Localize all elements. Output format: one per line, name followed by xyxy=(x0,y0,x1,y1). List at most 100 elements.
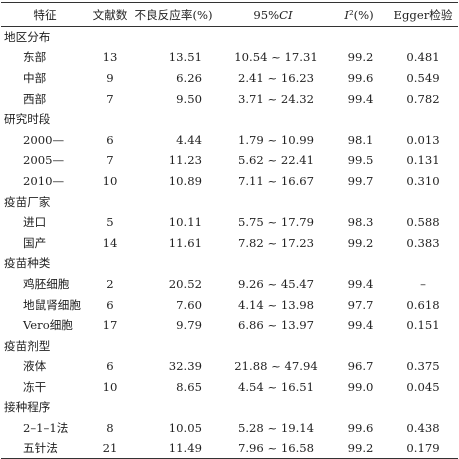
header-i2-suffix: ²(%) xyxy=(348,7,374,22)
row-i2: 99.4 xyxy=(347,91,374,106)
empty-cell xyxy=(131,397,216,418)
table-row: 冻干 10 8.65 4.54 ~ 16.51 99.0 0.045 xyxy=(1,377,458,398)
row-count: 6 xyxy=(106,132,114,147)
row-count: 10 xyxy=(102,379,118,394)
row-i2: 99.6 xyxy=(347,421,374,436)
group-title: 疫苗剂型 xyxy=(4,338,51,353)
empty-cell xyxy=(131,27,216,48)
row-i2: 99.6 xyxy=(347,70,374,85)
row-rate: 10.89 xyxy=(168,173,202,188)
row-egger: 0.618 xyxy=(406,297,440,312)
group-title: 疫苗厂家 xyxy=(4,194,51,209)
row-egger: 0.375 xyxy=(406,359,440,374)
empty-cell xyxy=(131,335,216,356)
row-i2: 99.5 xyxy=(347,153,374,168)
row-count: 8 xyxy=(106,421,114,436)
empty-cell xyxy=(216,397,330,418)
row-label: 2010— xyxy=(23,173,65,188)
row-egger: 0.438 xyxy=(406,421,440,436)
row-rate: 11.23 xyxy=(168,153,202,168)
row-label: 液体 xyxy=(23,359,47,374)
empty-cell xyxy=(388,253,458,274)
row-rate: 11.49 xyxy=(131,438,216,459)
row-rate: 20.52 xyxy=(168,276,202,291)
row-rate: 7.60 xyxy=(176,297,202,312)
header-rate: 不良反应率(%) xyxy=(131,2,216,27)
row-i2: 99.2 xyxy=(347,235,374,250)
table-row: 2005— 7 11.23 5.62 ~ 22.41 99.5 0.131 xyxy=(1,150,458,171)
row-ci: 7.82 ~ 17.23 xyxy=(237,235,315,250)
row-i2: 99.4 xyxy=(347,276,374,291)
row-ci: 7.96 ~ 16.58 xyxy=(216,438,330,459)
empty-cell xyxy=(89,109,131,130)
row-rate: 4.44 xyxy=(176,132,202,147)
row-ci: 5.75 ~ 17.79 xyxy=(237,215,315,230)
row-label: 冻干 xyxy=(23,379,47,394)
empty-cell xyxy=(388,109,458,130)
table-body: 地区分布 东部 13 13.51 10.54 ~ 17.31 99.2 0.481 中部 9 6.… xyxy=(1,27,458,459)
group-header-row: 地区分布 xyxy=(1,27,458,48)
row-label: Vero细胞 xyxy=(23,318,73,333)
empty-cell xyxy=(330,253,388,274)
row-i2: 96.7 xyxy=(347,359,374,374)
row-ci: 9.26 ~ 45.47 xyxy=(237,276,315,291)
table-row: 国产 14 11.61 7.82 ~ 17.23 99.2 0.383 xyxy=(1,232,458,253)
row-rate: 11.61 xyxy=(168,235,202,250)
row-count: 6 xyxy=(106,359,114,374)
row-rate: 10.11 xyxy=(168,215,202,230)
row-label: 五针法 xyxy=(1,438,89,459)
row-ci: 10.54 ~ 17.31 xyxy=(234,50,318,65)
table-row: 2–1–1法 8 10.05 5.28 ~ 19.14 99.6 0.438 xyxy=(1,418,458,439)
empty-cell xyxy=(330,335,388,356)
row-count: 7 xyxy=(106,153,114,168)
empty-cell xyxy=(216,191,330,212)
table-row: 鸡胚细胞 2 20.52 9.26 ~ 45.47 99.4 – xyxy=(1,274,458,295)
row-egger: 0.782 xyxy=(406,91,440,106)
header-ci-prefix: 95% xyxy=(253,7,280,22)
group-header-row: 接种程序 xyxy=(1,397,458,418)
row-egger: – xyxy=(420,276,426,291)
row-ci: 4.54 ~ 16.51 xyxy=(237,379,315,394)
row-rate: 8.65 xyxy=(176,379,202,394)
row-rate: 9.79 xyxy=(176,318,202,333)
header-count: 文献数 xyxy=(89,2,131,27)
row-i2: 99.2 xyxy=(330,438,388,459)
table-row: 2000— 6 4.44 1.79 ~ 10.99 98.1 0.013 xyxy=(1,129,458,150)
empty-cell xyxy=(89,27,131,48)
row-label: 进口 xyxy=(23,215,47,230)
row-ci: 6.86 ~ 13.97 xyxy=(237,318,315,333)
table-row: Vero细胞 17 9.79 6.86 ~ 13.97 99.4 0.151 xyxy=(1,315,458,336)
header-i2-italic: I xyxy=(344,7,349,22)
empty-cell xyxy=(131,109,216,130)
row-label: 2000— xyxy=(23,132,65,147)
empty-cell xyxy=(131,191,216,212)
row-egger: 0.045 xyxy=(406,379,440,394)
table-row: 中部 9 6.26 2.41 ~ 16.23 99.6 0.549 xyxy=(1,68,458,89)
row-count: 5 xyxy=(106,215,114,230)
row-ci: 3.71 ~ 24.32 xyxy=(237,91,315,106)
table-row: 液体 6 32.39 21.88 ~ 47.94 96.7 0.375 xyxy=(1,356,458,377)
table-row: 2010— 10 10.89 7.11 ~ 16.67 99.7 0.310 xyxy=(1,171,458,192)
row-label: 西部 xyxy=(23,91,47,106)
row-label: 2005— xyxy=(23,153,65,168)
row-egger: 0.131 xyxy=(406,153,440,168)
empty-cell xyxy=(388,27,458,48)
row-rate: 13.51 xyxy=(168,50,202,65)
empty-cell xyxy=(89,397,131,418)
row-i2: 97.7 xyxy=(347,297,374,312)
group-header-row: 疫苗剂型 xyxy=(1,335,458,356)
group-header-row: 疫苗种类 xyxy=(1,253,458,274)
row-count: 10 xyxy=(102,173,118,188)
row-ci: 7.11 ~ 16.67 xyxy=(237,173,315,188)
empty-cell xyxy=(388,335,458,356)
group-title: 地区分布 xyxy=(4,30,51,45)
row-label: 中部 xyxy=(23,70,47,85)
row-i2: 99.4 xyxy=(347,318,374,333)
row-egger: 0.588 xyxy=(406,215,440,230)
group-title: 疫苗种类 xyxy=(4,256,51,271)
row-label: 鸡胚细胞 xyxy=(23,276,70,291)
row-count: 13 xyxy=(102,50,118,65)
empty-cell xyxy=(216,27,330,48)
